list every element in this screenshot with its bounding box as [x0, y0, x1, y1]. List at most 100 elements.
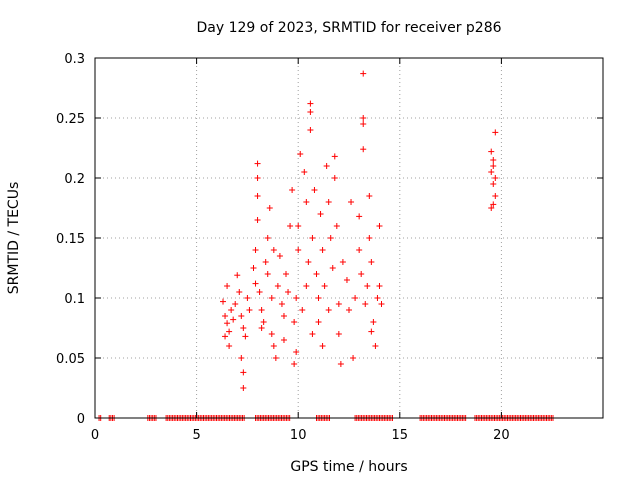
data-point: [488, 148, 495, 155]
y-tick-label: 0.2: [64, 172, 85, 187]
data-point: [222, 313, 229, 319]
data-point: [295, 223, 302, 229]
data-point: [356, 213, 363, 220]
data-point: [360, 121, 367, 127]
data-point: [226, 328, 233, 335]
x-tick-label: 0: [91, 428, 99, 443]
data-point: [238, 313, 245, 319]
data-point: [274, 283, 281, 289]
data-point: [234, 272, 241, 279]
data-point: [287, 223, 294, 229]
data-point: [264, 271, 271, 277]
data-point: [224, 320, 231, 327]
y-tick-label: 0.05: [56, 352, 85, 367]
data-point: [376, 283, 383, 289]
x-axis-label: GPS time / hours: [290, 459, 407, 475]
data-point: [331, 153, 338, 160]
data-point: [270, 343, 277, 349]
data-point: [258, 325, 265, 331]
x-tick-label: 10: [290, 428, 307, 443]
data-point: [313, 271, 320, 277]
x-tick-label: 20: [493, 428, 510, 443]
data-point: [350, 355, 357, 361]
data-point: [339, 259, 346, 265]
data-point: [270, 247, 277, 253]
data-point: [490, 163, 497, 169]
data-point: [490, 157, 497, 163]
data-point: [254, 217, 261, 223]
data-point: [232, 301, 239, 307]
data-point: [305, 259, 312, 265]
data-point: [228, 307, 235, 313]
data-point: [327, 235, 334, 241]
data-point: [295, 247, 302, 253]
data-point: [268, 295, 275, 301]
data-point: [297, 151, 304, 157]
data-point: [246, 307, 253, 313]
data-point: [278, 301, 285, 307]
data-point: [346, 307, 352, 313]
data-point: [364, 283, 371, 289]
data-point: [289, 187, 296, 193]
data-point: [319, 247, 326, 253]
y-tick-label: 0.25: [56, 112, 85, 127]
data-point: [252, 247, 259, 253]
data-points: [220, 70, 499, 391]
data-point: [258, 307, 265, 313]
data-point: [238, 355, 245, 361]
data-point: [262, 259, 269, 265]
y-axis-label: SRMTID / TECUs: [6, 182, 22, 295]
data-point: [224, 283, 231, 289]
data-point: [280, 337, 287, 343]
data-point: [370, 319, 377, 325]
data-point: [348, 199, 355, 205]
data-point: [266, 205, 273, 211]
data-point: [264, 235, 271, 241]
data-point: [492, 129, 499, 136]
data-point: [220, 298, 227, 305]
data-point: [368, 328, 375, 335]
data-point: [307, 127, 314, 133]
data-point: [356, 247, 363, 253]
data-point: [321, 283, 328, 289]
data-point: [492, 175, 499, 181]
data-point: [331, 175, 338, 181]
data-point: [254, 175, 261, 181]
data-point: [226, 343, 233, 349]
data-point: [366, 193, 373, 199]
y-tick-label: 0.3: [64, 52, 85, 67]
data-point: [301, 169, 308, 175]
data-point: [307, 109, 314, 115]
data-point: [358, 271, 365, 277]
data-point: [307, 100, 314, 107]
data-point: [335, 301, 342, 307]
data-point: [352, 295, 359, 301]
data-point: [303, 199, 310, 205]
data-point: [252, 280, 259, 287]
data-point: [303, 283, 310, 289]
data-point: [488, 205, 495, 211]
x-tick-label: 15: [392, 428, 409, 443]
data-point: [276, 253, 283, 259]
data-point: [360, 146, 367, 153]
data-point: [309, 331, 316, 337]
data-point: [343, 277, 350, 283]
y-tick-label: 0.1: [64, 292, 85, 307]
data-point: [360, 70, 367, 77]
x-tick-label: 5: [192, 428, 200, 443]
data-point: [236, 289, 243, 295]
data-point: [492, 193, 499, 199]
data-point: [360, 115, 367, 121]
data-point: [240, 385, 247, 391]
data-point: [268, 331, 275, 337]
data-point: [311, 187, 318, 193]
data-point: [283, 271, 290, 277]
data-point: [250, 265, 257, 271]
data-point: [242, 333, 249, 340]
x-axis-ticks: 0 5 10 15 20: [91, 58, 510, 443]
data-point: [299, 307, 306, 313]
data-point: [374, 295, 381, 301]
data-point: [272, 355, 279, 361]
data-point: [323, 163, 330, 169]
